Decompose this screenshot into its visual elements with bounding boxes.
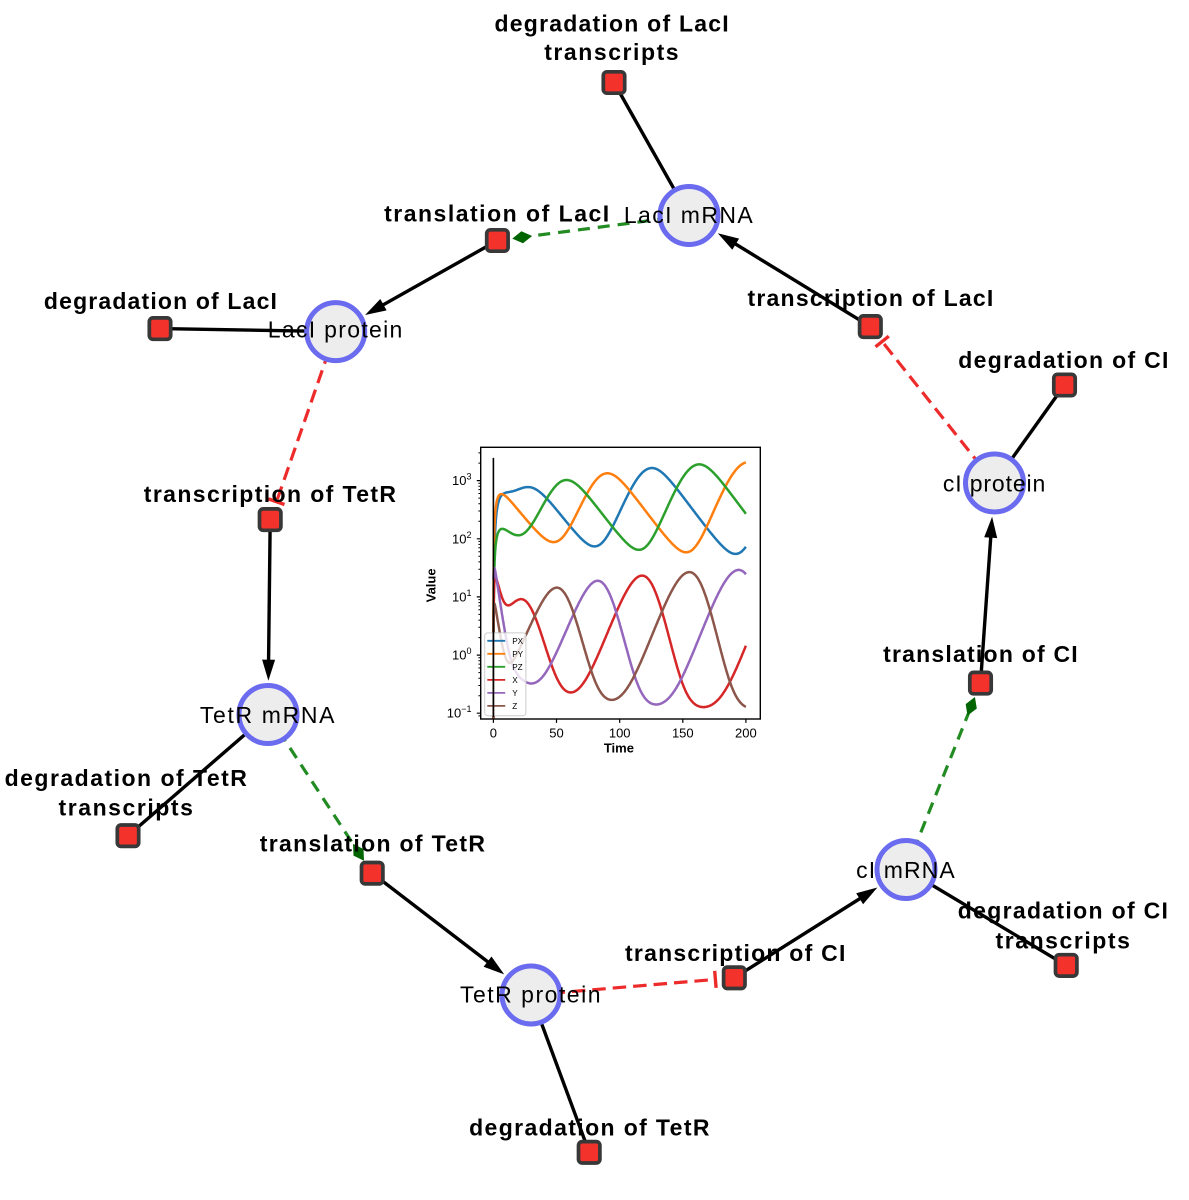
svg-text:150: 150	[672, 725, 694, 740]
svg-text:degradation of TetR: degradation of TetR	[5, 765, 249, 791]
svg-text:TetR mRNA: TetR mRNA	[200, 702, 336, 728]
svg-text:transcripts: transcripts	[544, 39, 680, 65]
svg-text:translation of TetR: translation of TetR	[260, 830, 487, 856]
svg-text:degradation of LacI: degradation of LacI	[44, 288, 278, 314]
svg-text:translation of CI: translation of CI	[883, 641, 1079, 667]
svg-text:200: 200	[735, 725, 757, 740]
svg-text:transcription of TetR: transcription of TetR	[144, 481, 398, 507]
svg-text:0: 0	[490, 725, 497, 740]
svg-text:Time: Time	[604, 741, 634, 756]
svg-text:transcripts: transcripts	[59, 795, 195, 821]
svg-text:LacI mRNA: LacI mRNA	[624, 202, 754, 228]
svg-text:transcripts: transcripts	[996, 928, 1132, 954]
svg-text:X: X	[512, 676, 518, 685]
svg-text:Value: Value	[424, 568, 439, 602]
svg-text:cI protein: cI protein	[943, 471, 1046, 497]
svg-text:transcription of LacI: transcription of LacI	[747, 285, 994, 311]
svg-text:PZ: PZ	[512, 663, 522, 672]
svg-text:degradation of CI: degradation of CI	[958, 898, 1170, 924]
svg-text:PX: PX	[512, 637, 523, 646]
svg-text:translation of LacI: translation of LacI	[384, 201, 611, 227]
svg-text:cI mRNA: cI mRNA	[856, 857, 956, 883]
svg-text:degradation of CI: degradation of CI	[958, 347, 1170, 373]
svg-text:100: 100	[609, 725, 631, 740]
svg-text:degradation of LacI: degradation of LacI	[495, 11, 730, 37]
svg-text:Z: Z	[512, 702, 517, 711]
svg-text:transcription of CI: transcription of CI	[625, 940, 847, 966]
svg-text:50: 50	[549, 725, 563, 740]
svg-text:degradation of TetR: degradation of TetR	[469, 1115, 711, 1141]
svg-text:LacI protein: LacI protein	[268, 317, 404, 343]
svg-text:Y: Y	[512, 689, 518, 698]
svg-text:TetR protein: TetR protein	[460, 982, 602, 1008]
svg-text:PY: PY	[512, 650, 523, 659]
